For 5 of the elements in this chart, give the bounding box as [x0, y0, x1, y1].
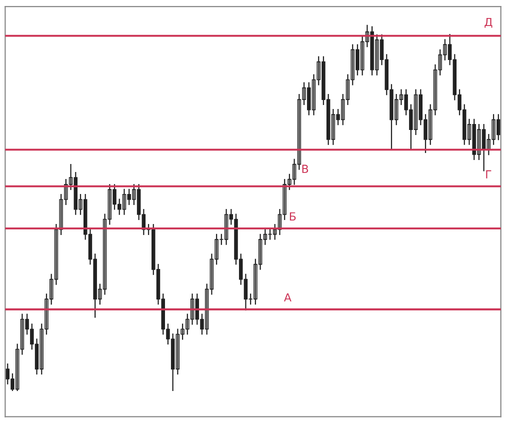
- ref-line-label: Г: [486, 170, 492, 178]
- ref-line-label: А: [284, 293, 292, 302]
- ref-line-label: Д: [484, 18, 492, 28]
- ref-line-label: Б: [290, 212, 296, 220]
- ref-line-label: В: [302, 164, 308, 173]
